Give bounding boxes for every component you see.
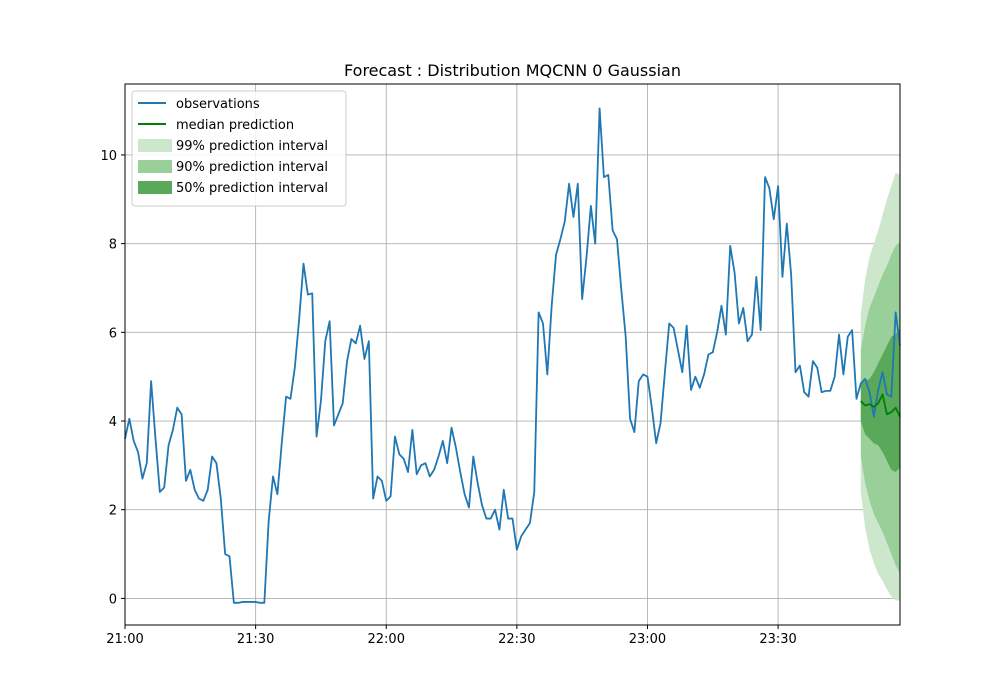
x-tick-label: 21:30 [237,632,274,647]
legend-label-4: 50% prediction interval [176,181,328,196]
legend-box [131,90,347,207]
x-tick-label: 22:00 [368,632,405,647]
x-axis: 21:00 21:30 22:00 22:30 23:00 23:30 [106,625,797,647]
x-tick-label: 22:30 [498,632,535,647]
legend-label-0: observations [176,97,260,112]
legend-swatch-3 [138,160,172,173]
y-tick-label: 8 [109,238,117,253]
legend: observations median prediction 99% predict… [131,90,347,207]
y-tick-label: 0 [109,592,117,607]
y-axis: 0 2 4 6 8 10 [100,149,125,607]
x-tick-label: 23:30 [759,632,796,647]
legend-swatch-2 [138,139,172,152]
series-lines [124,107,901,604]
x-tick-label: 21:00 [106,632,143,647]
chart-title: Forecast : Distribution MQCNN 0 Gaussian [344,61,681,80]
legend-swatch-4 [138,181,172,194]
median-prediction-line [860,393,901,417]
legend-label-3: 90% prediction interval [176,160,328,175]
grid-lines [124,84,900,625]
x-tick-label: 23:00 [629,632,666,647]
y-tick-label: 6 [109,326,117,341]
y-tick-label: 4 [109,415,117,430]
legend-label-1: median prediction [176,118,294,133]
y-tick-label: 10 [100,149,117,164]
legend-label-2: 99% prediction interval [176,139,328,154]
observations-line [124,107,901,604]
prediction-interval-bands [860,172,900,601]
y-tick-label: 2 [109,504,117,519]
plot-area-frame [124,83,901,626]
